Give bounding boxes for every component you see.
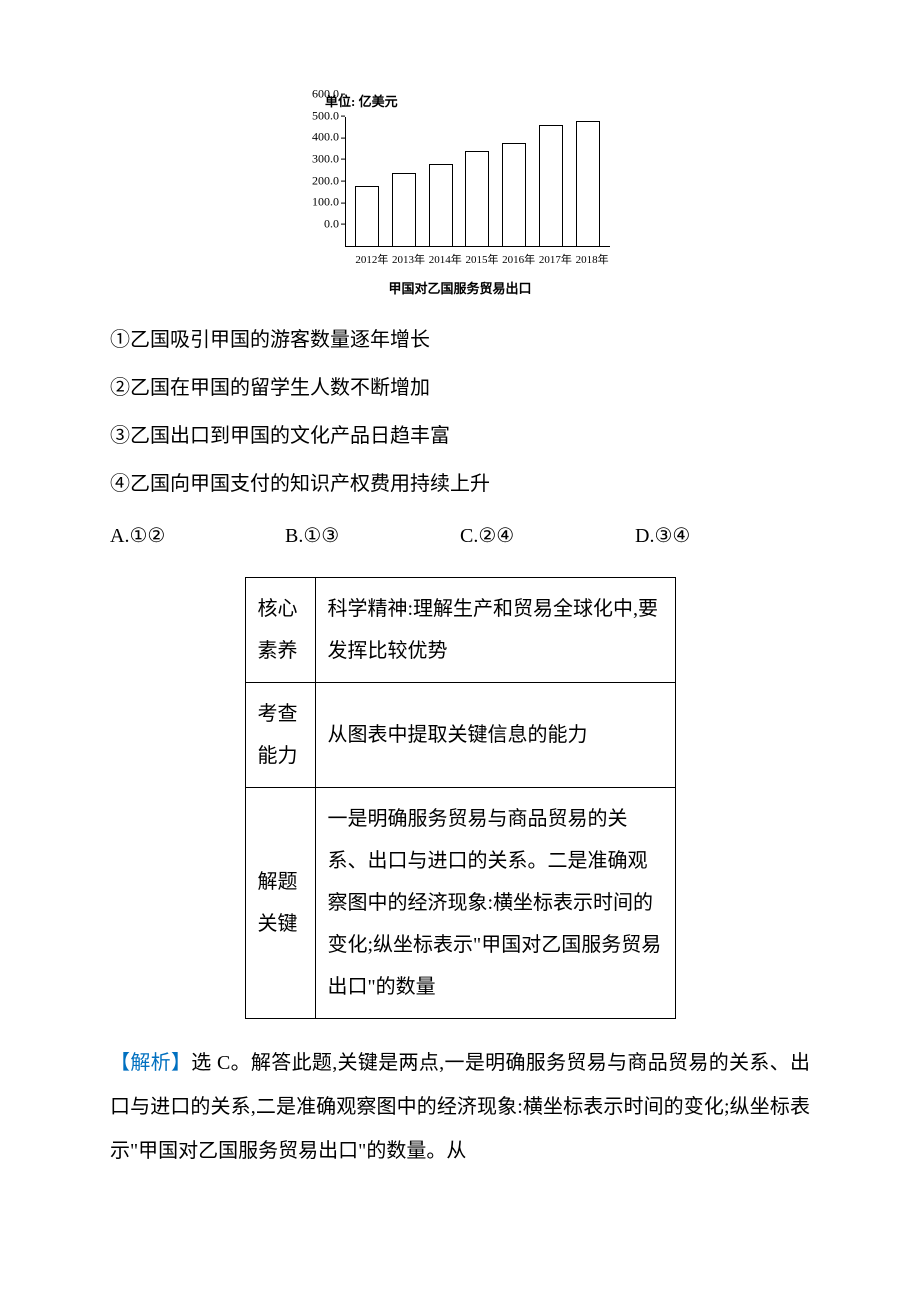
option-b: B.①③ [285, 517, 460, 555]
info-table: 核心素养 科学精神:理解生产和贸易全球化中,要发挥比较优势 考查能力 从图表中提… [245, 577, 676, 1019]
option-d: D.③④ [635, 517, 810, 555]
y-axis: 0.0100.0200.0300.0400.0500.0600.0 [300, 117, 345, 247]
analysis-label: 【解析】 [110, 1052, 191, 1074]
bar [502, 143, 526, 247]
trade-export-chart: 单位: 亿美元 0.0100.0200.0300.0400.0500.0600.… [300, 90, 620, 301]
analysis-text: 选 C。解答此题,关键是两点,一是明确服务贸易与商品贸易的关系、出口与进口的关系… [110, 1052, 810, 1162]
y-tick: 600.0 [299, 82, 339, 105]
statement-2: ②乙国在甲国的留学生人数不断增加 [110, 369, 810, 407]
bar [539, 125, 563, 246]
x-label: 2015年 [465, 250, 489, 271]
bar [576, 121, 600, 247]
y-tick: 200.0 [299, 169, 339, 192]
table-r3-content: 一是明确服务贸易与商品贸易的关系、出口与进口的关系。二是准确观察图中的经济现象:… [315, 788, 675, 1019]
option-a: A.①② [110, 517, 285, 555]
x-label: 2012年 [355, 250, 379, 271]
x-label: 2018年 [576, 250, 600, 271]
x-label: 2014年 [429, 250, 453, 271]
statement-1: ①乙国吸引甲国的游客数量逐年增长 [110, 321, 810, 359]
chart-plot-area: 0.0100.0200.0300.0400.0500.0600.0 [345, 117, 610, 247]
table-r2-head: 考查能力 [245, 683, 315, 788]
bars-container [345, 117, 610, 247]
chart-title: 甲国对乙国服务贸易出口 [300, 277, 620, 302]
y-tick: 0.0 [299, 212, 339, 235]
chart-unit-label: 单位: 亿美元 [300, 90, 620, 115]
x-labels: 2012年 2013年 2014年 2015年 2016年 2017年 2018年 [345, 250, 610, 271]
table-r2-content: 从图表中提取关键信息的能力 [315, 683, 675, 788]
bar [465, 151, 489, 246]
y-tick: 500.0 [299, 104, 339, 127]
options-row: A.①② B.①③ C.②④ D.③④ [110, 517, 810, 555]
x-label: 2017年 [539, 250, 563, 271]
y-tick: 100.0 [299, 191, 339, 214]
bar [392, 173, 416, 247]
y-tick: 300.0 [299, 147, 339, 170]
bar [429, 164, 453, 246]
x-label: 2016年 [502, 250, 526, 271]
table-r3-head: 解题关键 [245, 788, 315, 1019]
statement-4: ④乙国向甲国支付的知识产权费用持续上升 [110, 465, 810, 503]
x-label: 2013年 [392, 250, 416, 271]
analysis-paragraph: 【解析】选 C。解答此题,关键是两点,一是明确服务贸易与商品贸易的关系、出口与进… [110, 1041, 810, 1173]
table-r1-content: 科学精神:理解生产和贸易全球化中,要发挥比较优势 [315, 578, 675, 683]
statement-3: ③乙国出口到甲国的文化产品日趋丰富 [110, 417, 810, 455]
y-tick: 400.0 [299, 126, 339, 149]
table-r1-head: 核心素养 [245, 578, 315, 683]
option-c: C.②④ [460, 517, 635, 555]
bar [355, 186, 379, 247]
